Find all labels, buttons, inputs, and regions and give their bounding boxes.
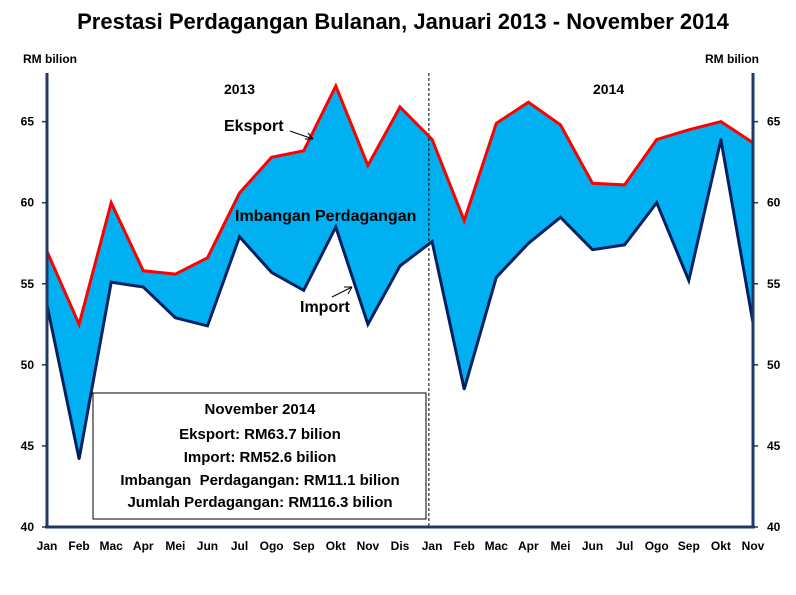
import-point: [206, 324, 209, 328]
y-tick-label-left: 40: [21, 520, 35, 534]
export-point: [591, 182, 594, 185]
import-point: [719, 138, 723, 141]
export-point: [430, 138, 434, 141]
info-box: November 2014 Eksport: RM63.7 bilion Imp…: [92, 392, 427, 520]
info-box-heading: November 2014: [205, 401, 317, 418]
export-point: [398, 105, 402, 109]
x-tick-label: Jan: [37, 539, 58, 553]
export-point: [623, 183, 626, 187]
export-point: [174, 272, 177, 276]
import-point: [462, 387, 466, 391]
x-tick-label: Jun: [197, 539, 218, 553]
y-tick-label-left: 45: [21, 439, 35, 453]
y-tick-label-right: 50: [767, 358, 781, 372]
x-tick-label: Okt: [326, 539, 346, 553]
import-point: [559, 216, 562, 219]
x-tick-label: Feb: [454, 539, 475, 553]
year-label: 2013: [224, 81, 255, 97]
export-point: [142, 269, 145, 273]
import-point: [398, 264, 402, 268]
export-point: [302, 149, 305, 153]
export-point: [687, 128, 691, 131]
x-tick-label: Feb: [68, 539, 89, 553]
x-tick-label: Nov: [357, 539, 380, 553]
y-tick-label-left: 55: [21, 277, 35, 291]
import-point: [366, 323, 370, 326]
export-point: [77, 323, 81, 326]
import-point: [591, 248, 594, 251]
y-tick-label-right: 55: [767, 277, 781, 291]
x-tick-label: Ogo: [260, 539, 284, 553]
x-tick-label: Jul: [616, 539, 633, 553]
x-tick-label: Apr: [133, 539, 154, 553]
x-tick-label: Okt: [711, 539, 731, 553]
export-point: [559, 123, 562, 127]
export-point: [462, 219, 466, 222]
x-tick-label: Dis: [391, 539, 410, 553]
export-point: [527, 100, 530, 104]
export-point: [238, 191, 241, 195]
import-point: [430, 240, 434, 243]
import-point: [655, 201, 658, 204]
x-tick-label: Mei: [550, 539, 570, 553]
x-tick-label: Jan: [422, 539, 443, 553]
import-annotation: Import: [300, 299, 350, 316]
export-arrow: [289, 130, 314, 140]
y-tick-label-right: 45: [767, 439, 781, 453]
export-point: [655, 138, 658, 141]
y-axis-unit-right: RM bilion: [705, 52, 759, 66]
x-tick-label: Ogo: [645, 539, 669, 553]
trade-balance-area: [47, 86, 753, 459]
y-tick-label-right: 65: [767, 115, 781, 129]
x-tick-label: Jul: [231, 539, 248, 553]
export-point: [366, 164, 370, 167]
import-arrow: [331, 286, 353, 298]
export-annotation: Eksport: [224, 118, 284, 135]
export-arrowhead: [305, 132, 314, 140]
info-box-frame: [92, 392, 427, 520]
export-point: [334, 84, 338, 88]
x-tick-label: Sep: [293, 539, 315, 553]
info-box-balance: Imbangan Perdagangan: RM11.1 bilion: [120, 472, 399, 489]
export-point: [270, 156, 273, 159]
import-point: [623, 243, 626, 247]
import-point: [527, 242, 530, 245]
y-axis-unit-left: RM bilion: [23, 52, 77, 66]
import-point: [302, 289, 305, 292]
x-tick-label: Apr: [518, 539, 539, 553]
import-point: [142, 285, 145, 289]
import-point: [174, 316, 177, 320]
import-point: [109, 280, 113, 284]
y-tick-label-left: 50: [21, 358, 35, 372]
info-box-export: Eksport: RM63.7 bilion: [179, 426, 341, 443]
y-tick-label-left: 65: [21, 115, 35, 129]
balance-annotation: Imbangan Perdagangan: [235, 208, 416, 225]
import-point: [687, 279, 691, 282]
import-arrowhead: [344, 286, 353, 295]
y-tick-label-right: 60: [767, 196, 781, 210]
export-point: [719, 120, 723, 123]
export-point: [206, 256, 209, 260]
x-tick-label: Mac: [100, 539, 124, 553]
info-box-import: Import: RM52.6 bilion: [184, 449, 337, 466]
import-point: [334, 225, 338, 229]
x-tick-label: Jun: [582, 539, 603, 553]
export-point: [495, 122, 498, 125]
chart-title: Prestasi Perdagangan Bulanan, Januari 20…: [77, 9, 729, 34]
year-label: 2014: [593, 81, 624, 97]
import-point: [495, 276, 498, 279]
x-tick-label: Mei: [165, 539, 185, 553]
import-point: [77, 457, 81, 461]
info-box-total: Jumlah Perdagangan: RM116.3 bilion: [127, 494, 392, 511]
export-point: [109, 201, 113, 204]
import-point: [270, 271, 273, 274]
y-tick-label-left: 60: [21, 196, 35, 210]
x-tick-label: Mac: [485, 539, 509, 553]
import-point: [238, 235, 241, 238]
x-tick-label: Sep: [678, 539, 700, 553]
y-tick-label-right: 40: [767, 520, 781, 534]
x-tick-label: Nov: [742, 539, 765, 553]
